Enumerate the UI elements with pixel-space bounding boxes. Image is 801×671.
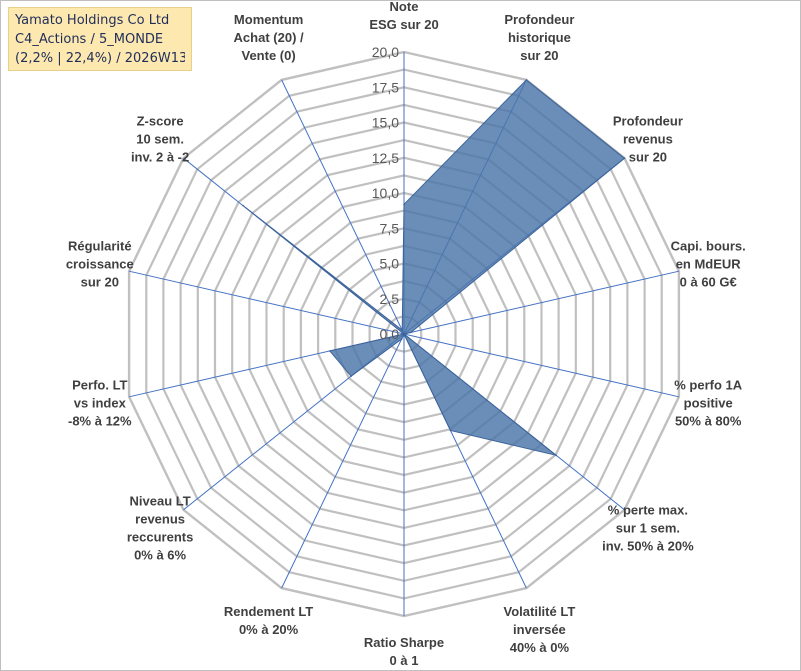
- series-point: [329, 350, 331, 352]
- radar-spoke: [403, 270, 680, 335]
- axis-label: % perfo 1A positive 50% à 80%: [674, 377, 743, 428]
- axis-label-line: revenus: [135, 512, 185, 527]
- axis-label-line: croissance: [66, 257, 134, 272]
- axis-label: Niveau LT revenus reccurents 0% à 6%: [127, 494, 193, 563]
- radar-series: [242, 79, 626, 457]
- tick-label: 17,5: [372, 79, 399, 95]
- axis-label-line: 50% à 80%: [675, 413, 742, 428]
- series-point: [403, 203, 405, 206]
- axis-label: Note ESG sur 20: [369, 0, 438, 32]
- axis-label-line: Note: [390, 0, 419, 14]
- axis-label: % perte max. sur 1 sem. inv. 50% à 20%: [602, 503, 694, 554]
- axis-label-line: inv. 50% à 20%: [602, 539, 694, 554]
- series-point: [525, 79, 528, 81]
- radar-axis-labels: Note ESG sur 20 Profondeur historique sur 20…: [66, 0, 746, 668]
- series-point: [410, 331, 412, 334]
- series-point: [401, 329, 404, 332]
- tick-label: 2,5: [380, 291, 400, 307]
- axis-label-line: 0 à 60 G€: [680, 275, 737, 290]
- axis-label-line: reccurents: [127, 530, 193, 545]
- axis-label-line: vs index: [74, 395, 127, 410]
- axis-label-line: Profondeur: [504, 12, 574, 27]
- axis-label-line: ESG sur 20: [369, 17, 438, 32]
- axis-label-line: positive: [684, 395, 733, 410]
- radar-tick-labels: 0,0 2,5 5,0 7,5 10,0 12,5 15,0 17,5 20,0: [372, 44, 399, 342]
- chart-title-box: Yamato Holdings Co Ltd C4_Actions / 5_MO…: [8, 7, 192, 71]
- series-point: [242, 204, 244, 207]
- axis-label-line: Rendement LT: [224, 604, 313, 619]
- axis-label-line: Volatilité LT: [504, 604, 576, 619]
- axis-label-line: en MdEUR: [676, 257, 742, 272]
- series-area: [242, 79, 626, 456]
- axis-label-line: inv. 2 à -2: [131, 150, 189, 165]
- axis-label: Régularité croissance sur 20: [66, 239, 134, 290]
- axis-label-line: % perfo 1A: [674, 377, 743, 392]
- axis-label-line: Niveau LT: [130, 494, 191, 509]
- axis-label-line: Z-score: [137, 114, 184, 129]
- axis-label-line: Profondeur: [613, 114, 683, 129]
- radar-spoke: [281, 333, 405, 589]
- axis-label-line: Ratio Sharpe: [364, 635, 444, 650]
- axis-label-line: 0 à 1: [390, 653, 419, 668]
- series-point: [400, 338, 403, 340]
- axis-label: Ratio Sharpe 0 à 1: [364, 635, 444, 668]
- axis-label: Volatilité LT inversée 40% à 0%: [504, 604, 576, 655]
- axis-label-line: % perte max.: [608, 503, 688, 518]
- tick-label: 10,0: [372, 185, 399, 201]
- axis-label-line: revenus: [623, 132, 673, 147]
- axis-label-line: Momentum: [234, 12, 303, 27]
- axis-label-line: 10 sem.: [136, 132, 184, 147]
- title-line-category: C4_Actions / 5_MONDE: [15, 32, 164, 47]
- axis-label-line: Perfo. LT: [72, 377, 127, 392]
- axis-label-line: -8% à 12%: [68, 413, 132, 428]
- tick-label: 15,0: [372, 115, 399, 131]
- axis-label-line: sur 20: [81, 275, 119, 290]
- tick-label: 5,0: [380, 256, 400, 272]
- axis-label: Profondeur revenus sur 20: [613, 114, 683, 165]
- axis-label-line: sur 20: [520, 48, 558, 63]
- title-line-company: Yamato Holdings Co Ltd: [15, 13, 170, 28]
- axis-label-line: Régularité: [68, 239, 132, 254]
- axis-label-line: Vente (0): [242, 48, 296, 63]
- tick-label: 12,5: [372, 150, 399, 166]
- axis-label: Profondeur historique sur 20: [504, 12, 574, 63]
- axis-label-line: 0% à 20%: [239, 622, 299, 637]
- axis-label-line: Capi. bours.: [671, 239, 746, 254]
- series-point: [403, 333, 405, 335]
- axis-label-line: Achat (20) /: [234, 30, 304, 45]
- axis-label: Capi. bours. en MdEUR 0 à 60 G€: [671, 239, 746, 290]
- radar-spoke: [281, 79, 405, 335]
- tick-label: 0,0: [380, 326, 400, 342]
- axis-label-line: sur 20: [629, 150, 667, 165]
- radar-spoke: [403, 333, 680, 398]
- title-line-period: (2,2% | 22,4%) / 2026W13: [15, 51, 185, 66]
- series-point: [555, 454, 557, 457]
- axis-label-line: 0% à 6%: [134, 548, 186, 563]
- axis-label-line: historique: [508, 30, 571, 45]
- series-point: [623, 157, 626, 159]
- axis-label-line: inversée: [513, 622, 566, 637]
- axis-label: Rendement LT 0% à 20%: [224, 604, 313, 637]
- axis-label-line: sur 1 sem.: [616, 521, 680, 536]
- axis-label: Z-score 10 sem. inv. 2 à -2: [131, 114, 189, 165]
- tick-label: 7,5: [380, 220, 400, 236]
- axis-label: Perfo. LT vs index -8% à 12%: [68, 377, 132, 428]
- series-point: [449, 429, 452, 432]
- axis-label-line: 40% à 0%: [510, 640, 570, 655]
- series-point: [350, 375, 352, 378]
- radar-spoke: [128, 270, 405, 335]
- tick-label: 20,0: [372, 44, 399, 60]
- axis-label: Momentum Achat (20) / Vente (0): [234, 12, 304, 63]
